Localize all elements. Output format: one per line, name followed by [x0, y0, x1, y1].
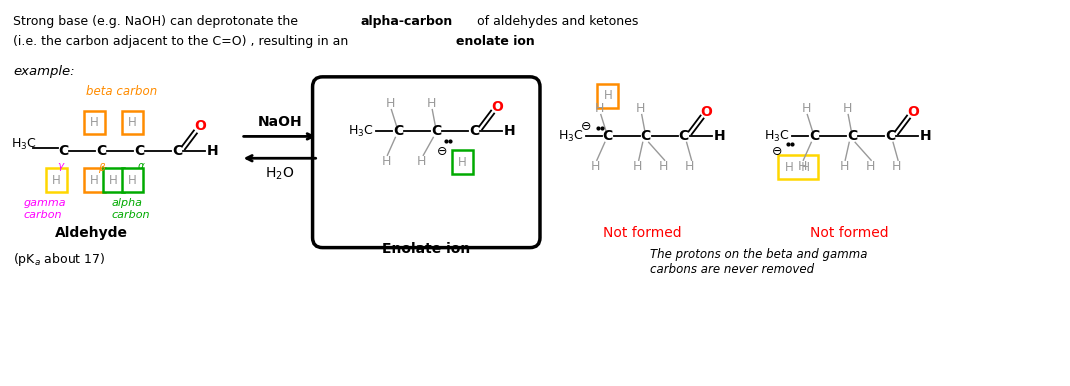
Text: H: H	[382, 155, 391, 168]
Text: H: H	[504, 124, 516, 139]
FancyBboxPatch shape	[103, 168, 124, 192]
Text: O: O	[907, 105, 919, 119]
Text: C: C	[885, 129, 896, 144]
FancyBboxPatch shape	[778, 155, 819, 179]
Text: C: C	[602, 129, 613, 144]
Text: Not formed: Not formed	[603, 226, 682, 240]
Text: H: H	[659, 160, 669, 173]
Text: H$_3$C: H$_3$C	[349, 124, 374, 139]
Text: H$_3$C: H$_3$C	[764, 129, 790, 144]
Text: H: H	[416, 155, 426, 168]
Text: C: C	[641, 129, 651, 144]
Text: H: H	[714, 129, 725, 144]
Text: C: C	[678, 129, 689, 144]
FancyBboxPatch shape	[122, 111, 143, 134]
FancyBboxPatch shape	[597, 84, 617, 108]
FancyBboxPatch shape	[122, 168, 143, 192]
Text: Not formed: Not formed	[810, 226, 888, 240]
Text: $\ominus$: $\ominus$	[580, 120, 592, 133]
Text: H: H	[603, 89, 612, 102]
Text: H: H	[866, 160, 875, 173]
Text: (pK$_a$ about 17): (pK$_a$ about 17)	[13, 251, 106, 267]
Text: C: C	[847, 129, 857, 144]
Text: C: C	[394, 124, 403, 139]
FancyBboxPatch shape	[312, 77, 540, 247]
Text: beta carbon: beta carbon	[87, 85, 157, 98]
Text: H: H	[385, 97, 395, 110]
Text: alpha-carbon: alpha-carbon	[361, 15, 453, 28]
Text: H: H	[842, 102, 852, 115]
FancyBboxPatch shape	[85, 111, 105, 134]
Text: $\ominus$: $\ominus$	[435, 145, 447, 158]
Text: O: O	[491, 100, 503, 113]
Text: C: C	[96, 144, 106, 158]
Text: Strong base (e.g. NaOH) can deprotonate the: Strong base (e.g. NaOH) can deprotonate …	[13, 15, 303, 28]
Text: NaOH: NaOH	[258, 115, 302, 129]
Text: O: O	[701, 105, 713, 119]
Text: $\beta$: $\beta$	[98, 161, 106, 175]
Text: enolate ion: enolate ion	[456, 35, 535, 48]
Text: C: C	[431, 124, 442, 139]
Text: H$_3$C: H$_3$C	[557, 129, 583, 144]
Text: The protons on the beta and gamma
carbons are never removed: The protons on the beta and gamma carbon…	[649, 247, 867, 276]
Text: H: H	[52, 174, 61, 186]
Text: H  H: H H	[785, 161, 810, 174]
Text: H: H	[595, 102, 605, 115]
Text: H: H	[458, 156, 468, 169]
Text: Enolate ion: Enolate ion	[382, 242, 471, 256]
Text: H: H	[685, 160, 694, 173]
Text: C: C	[469, 124, 479, 139]
FancyBboxPatch shape	[453, 150, 473, 174]
Text: example:: example:	[13, 65, 75, 78]
Text: H$_2$O: H$_2$O	[265, 166, 294, 182]
Text: H: H	[427, 97, 435, 110]
Text: alpha
carbon: alpha carbon	[111, 198, 150, 220]
Text: Aldehyde: Aldehyde	[55, 226, 127, 240]
Text: gamma
carbon: gamma carbon	[24, 198, 66, 220]
Text: H: H	[891, 160, 901, 173]
Text: C: C	[58, 144, 68, 158]
Text: O: O	[194, 120, 205, 134]
Text: H: H	[920, 129, 932, 144]
Text: H: H	[591, 160, 600, 173]
Text: H: H	[90, 174, 100, 186]
Text: C: C	[134, 144, 144, 158]
Text: H: H	[797, 160, 807, 173]
Text: H: H	[128, 116, 137, 129]
FancyBboxPatch shape	[46, 168, 67, 192]
Text: $\ominus$: $\ominus$	[770, 145, 782, 158]
Text: C: C	[809, 129, 820, 144]
Text: $\gamma$: $\gamma$	[57, 161, 66, 173]
Text: $\alpha$: $\alpha$	[137, 161, 146, 171]
Text: H: H	[90, 116, 100, 129]
FancyBboxPatch shape	[85, 168, 105, 192]
Text: H: H	[128, 174, 137, 186]
Text: H: H	[109, 174, 118, 186]
Text: of aldehydes and ketones: of aldehydes and ketones	[473, 15, 639, 28]
Text: H$_3$C: H$_3$C	[12, 137, 37, 152]
Text: H: H	[840, 160, 849, 173]
Text: H: H	[801, 102, 811, 115]
Text: C: C	[172, 144, 182, 158]
Text: H: H	[636, 102, 645, 115]
Text: (i.e. the carbon adjacent to the C=O) , resulting in an: (i.e. the carbon adjacent to the C=O) , …	[13, 35, 353, 48]
Text: H: H	[633, 160, 642, 173]
Text: H: H	[207, 144, 218, 158]
